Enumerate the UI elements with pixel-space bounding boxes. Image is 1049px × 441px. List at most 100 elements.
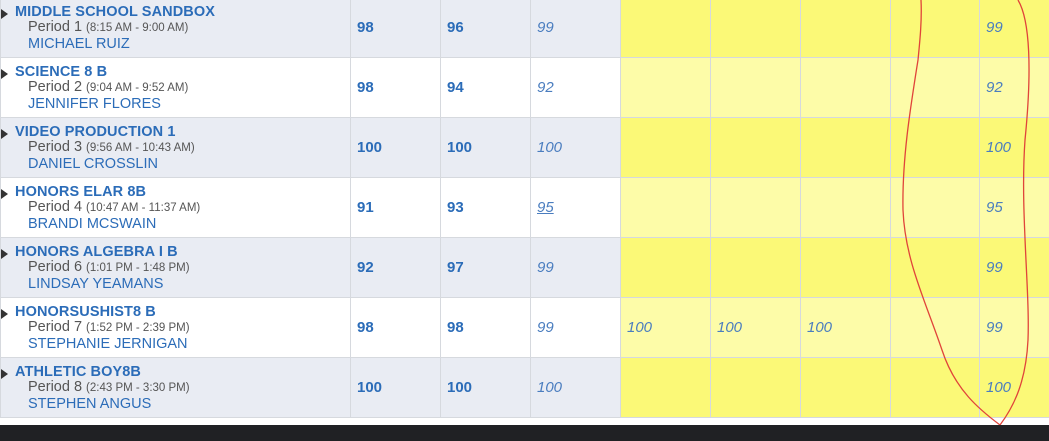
grade-cell xyxy=(620,117,711,178)
bottom-taskbar xyxy=(0,425,1049,441)
final-grade-cell: 100 xyxy=(979,357,1049,418)
period-label: Period 8 xyxy=(28,378,83,395)
grade-link[interactable]: 95 xyxy=(537,199,554,216)
period-time: (2:43 PM - 3:30 PM) xyxy=(86,381,190,394)
period-label: Period 3 xyxy=(28,138,83,155)
period-time: (9:56 AM - 10:43 AM) xyxy=(86,141,195,154)
final-grade-cell: 95 xyxy=(979,177,1049,238)
grade-average-cell: 100 xyxy=(530,117,621,178)
course-row[interactable]: HONORS ELAR 8B Period 4 (10:47 AM - 11:3… xyxy=(0,177,1049,238)
course-cell[interactable]: SCIENCE 8 B Period 2 (9:04 AM - 9:52 AM)… xyxy=(0,57,351,118)
course-row[interactable]: ATHLETIC BOY8B Period 8 (2:43 PM - 3:30 … xyxy=(0,357,1049,418)
grade-cell: 98 xyxy=(350,57,441,118)
teacher-name[interactable]: LINDSAY YEAMANS xyxy=(28,275,164,292)
period-time: (8:15 AM - 9:00 AM) xyxy=(86,21,189,34)
course-cell[interactable]: VIDEO PRODUCTION 1 Period 3 (9:56 AM - 1… xyxy=(0,117,351,178)
grade-cell xyxy=(890,0,980,58)
grade-average-cell[interactable]: 95 xyxy=(530,177,621,238)
teacher-name[interactable]: MICHAEL RUIZ xyxy=(28,35,130,52)
period-time: (1:01 PM - 1:48 PM) xyxy=(86,261,190,274)
grade-cell: 100 xyxy=(350,357,441,418)
grade-cell xyxy=(890,357,980,418)
period-time: (9:04 AM - 9:52 AM) xyxy=(86,81,189,94)
final-grade-cell: 92 xyxy=(979,57,1049,118)
grade-cell xyxy=(710,357,801,418)
grade-cell xyxy=(890,117,980,178)
grade-cell: 100 xyxy=(710,297,801,358)
period-info: Period 1 (8:15 AM - 9:00 AM) xyxy=(15,19,350,36)
teacher-name[interactable]: STEPHANIE JERNIGAN xyxy=(28,335,188,352)
course-row[interactable]: HONORSUSHIST8 B Period 7 (1:52 PM - 2:39… xyxy=(0,297,1049,358)
grade-cell xyxy=(620,177,711,238)
triangle-right-icon[interactable] xyxy=(1,129,8,139)
course-row[interactable]: HONORS ALGEBRA I B Period 6 (1:01 PM - 1… xyxy=(0,237,1049,298)
grade-cell: 100 xyxy=(440,117,531,178)
period-info: Period 2 (9:04 AM - 9:52 AM) xyxy=(15,78,350,96)
course-name[interactable]: SCIENCE 8 B xyxy=(15,63,108,80)
triangle-right-icon[interactable] xyxy=(1,9,8,19)
period-time: (10:47 AM - 11:37 AM) xyxy=(86,201,201,214)
grade-cell xyxy=(800,357,891,418)
period-info: Period 6 (1:01 PM - 1:48 PM) xyxy=(15,258,350,276)
grade-cell: 98 xyxy=(350,297,441,358)
course-row[interactable]: VIDEO PRODUCTION 1 Period 3 (9:56 AM - 1… xyxy=(0,117,1049,178)
course-name[interactable]: ATHLETIC BOY8B xyxy=(15,363,141,380)
period-info: Period 8 (2:43 PM - 3:30 PM) xyxy=(15,378,350,396)
course-row[interactable]: MIDDLE SCHOOL SANDBOX Period 1 (8:15 AM … xyxy=(0,0,1049,58)
period-info: Period 7 (1:52 PM - 2:39 PM) xyxy=(15,318,350,336)
grade-cell: 98 xyxy=(350,0,441,58)
grade-cell: 97 xyxy=(440,237,531,298)
course-cell[interactable]: MIDDLE SCHOOL SANDBOX Period 1 (8:15 AM … xyxy=(0,0,351,58)
grade-average-cell: 92 xyxy=(530,57,621,118)
grade-cell: 93 xyxy=(440,177,531,238)
triangle-right-icon[interactable] xyxy=(1,69,8,79)
triangle-right-icon[interactable] xyxy=(1,189,8,199)
course-name[interactable]: HONORS ALGEBRA I B xyxy=(15,243,178,260)
grade-cell: 100 xyxy=(350,117,441,178)
grade-cell xyxy=(890,237,980,298)
grade-cell xyxy=(800,117,891,178)
period-label: Period 2 xyxy=(28,78,83,95)
triangle-right-icon[interactable] xyxy=(1,249,8,259)
grade-cell: 100 xyxy=(620,297,711,358)
grade-average-cell: 99 xyxy=(530,0,621,58)
course-name[interactable]: MIDDLE SCHOOL SANDBOX xyxy=(15,3,216,20)
grade-cell: 100 xyxy=(800,297,891,358)
grade-cell xyxy=(800,0,891,58)
grade-cell: 92 xyxy=(350,237,441,298)
grade-cell xyxy=(710,57,801,118)
grade-cell xyxy=(710,0,801,58)
course-row[interactable]: SCIENCE 8 B Period 2 (9:04 AM - 9:52 AM)… xyxy=(0,57,1049,118)
grade-cell: 94 xyxy=(440,57,531,118)
triangle-right-icon[interactable] xyxy=(1,309,8,319)
course-cell[interactable]: ATHLETIC BOY8B Period 8 (2:43 PM - 3:30 … xyxy=(0,357,351,418)
grade-cell xyxy=(620,0,711,58)
grade-cell xyxy=(620,237,711,298)
grade-cell xyxy=(890,177,980,238)
grade-cell: 91 xyxy=(350,177,441,238)
teacher-name[interactable]: DANIEL CROSSLIN xyxy=(28,155,158,172)
course-name[interactable]: HONORSUSHIST8 B xyxy=(15,303,156,320)
grade-cell xyxy=(710,237,801,298)
teacher-name[interactable]: STEPHEN ANGUS xyxy=(28,395,152,412)
final-grade-cell: 99 xyxy=(979,297,1049,358)
course-cell[interactable]: HONORSUSHIST8 B Period 7 (1:52 PM - 2:39… xyxy=(0,297,351,358)
teacher-name[interactable]: JENNIFER FLORES xyxy=(28,95,161,112)
grade-cell: 96 xyxy=(440,0,531,58)
grade-cell xyxy=(710,117,801,178)
course-cell[interactable]: HONORS ALGEBRA I B Period 6 (1:01 PM - 1… xyxy=(0,237,351,298)
grade-cell xyxy=(800,177,891,238)
period-label: Period 6 xyxy=(28,258,83,275)
period-time: (1:52 PM - 2:39 PM) xyxy=(86,321,190,334)
triangle-right-icon[interactable] xyxy=(1,369,8,379)
final-grade-cell: 100 xyxy=(979,117,1049,178)
final-grade-cell: 99 xyxy=(979,0,1049,58)
grade-cell xyxy=(800,237,891,298)
teacher-name[interactable]: BRANDI MCSWAIN xyxy=(28,215,157,232)
grade-cell xyxy=(620,357,711,418)
course-name[interactable]: HONORS ELAR 8B xyxy=(15,183,147,200)
course-cell[interactable]: HONORS ELAR 8B Period 4 (10:47 AM - 11:3… xyxy=(0,177,351,238)
period-label: Period 7 xyxy=(28,318,83,335)
course-name[interactable]: VIDEO PRODUCTION 1 xyxy=(15,123,176,140)
grade-cell xyxy=(800,57,891,118)
